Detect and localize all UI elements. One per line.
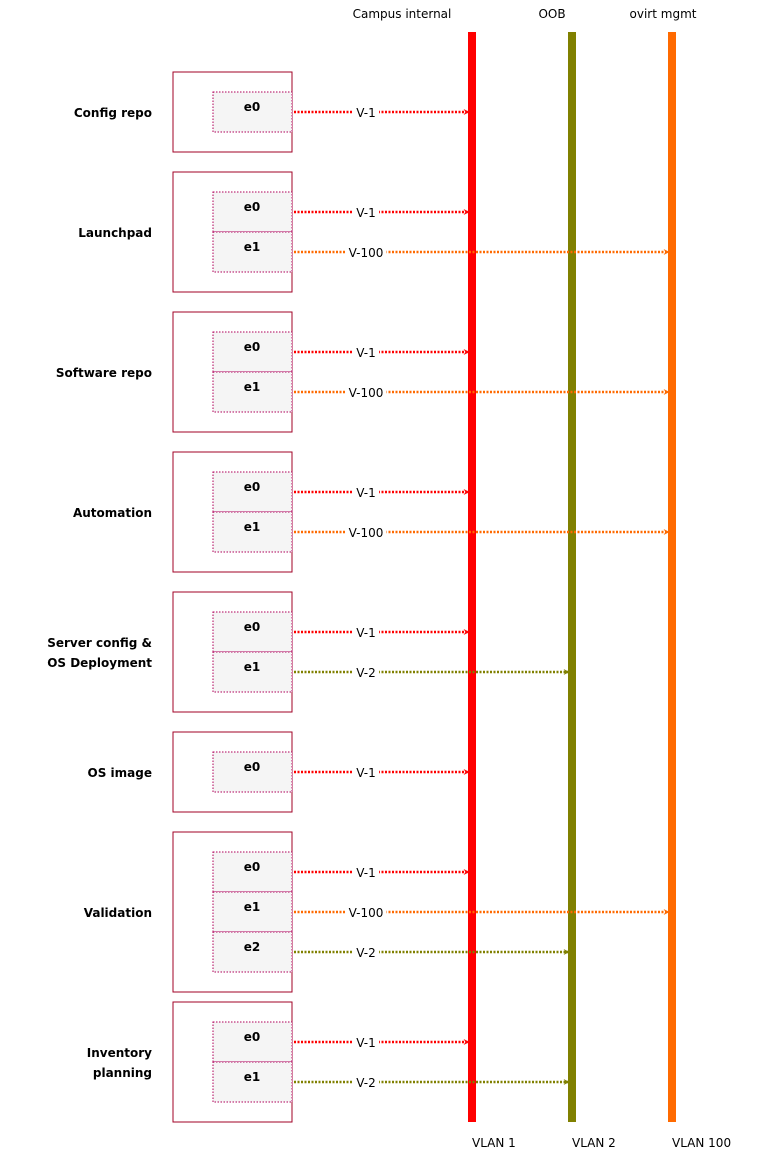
link-label: V-1: [356, 106, 375, 120]
node: Software repo e0 V-1 e1 V-100: [56, 312, 669, 432]
node-label: OS Deployment: [47, 656, 152, 670]
vlan-top-label: ovirt mgmt: [630, 7, 697, 21]
link-label: V-1: [356, 346, 375, 360]
vlan-top-label: Campus internal: [353, 7, 452, 21]
node: Launchpad e0 V-1 e1 V-100: [78, 172, 669, 292]
node: Server config & OS Deployment e0 V-1 e1 V-2: [47, 592, 569, 712]
interface-label: e0: [244, 480, 261, 494]
link-label: V-1: [356, 486, 375, 500]
node-label: Inventory: [87, 1046, 152, 1060]
interface-label: e2: [244, 940, 261, 954]
interface-label: e1: [244, 240, 261, 254]
interface-label: e0: [244, 340, 261, 354]
node-label: Config repo: [74, 106, 152, 120]
node-label: planning: [93, 1066, 152, 1080]
interface-label: e1: [244, 1070, 261, 1084]
node: Inventory planning e0 V-1 e1 V-2: [87, 1002, 569, 1122]
link-label: V-1: [356, 766, 375, 780]
vlan-top-label: OOB: [538, 7, 565, 21]
interface-label: e0: [244, 860, 261, 874]
link-label: V-1: [356, 626, 375, 640]
link-label: V-100: [349, 526, 384, 540]
link-label: V-1: [356, 1036, 375, 1050]
link-label: V-2: [356, 1076, 375, 1090]
vlan-bottom-label: VLAN 2: [572, 1136, 616, 1150]
link-label: V-100: [349, 906, 384, 920]
interface-label: e0: [244, 100, 261, 114]
interface-label: e1: [244, 520, 261, 534]
node-label: OS image: [88, 766, 152, 780]
node-label: Software repo: [56, 366, 152, 380]
link-label: V-2: [356, 666, 375, 680]
interface-label: e1: [244, 660, 261, 674]
node-label: Validation: [84, 906, 152, 920]
link-label: V-2: [356, 946, 375, 960]
node: Config repo e0 V-1: [74, 72, 469, 152]
link-label: V-1: [356, 206, 375, 220]
node: Validation e0 V-1 e1 V-100 e2 V-2: [84, 832, 669, 992]
interface-label: e0: [244, 760, 261, 774]
node: OS image e0 V-1: [88, 732, 469, 812]
interface-label: e0: [244, 200, 261, 214]
link-label: V-1: [356, 866, 375, 880]
node-label: Launchpad: [78, 226, 152, 240]
node-label: Automation: [73, 506, 152, 520]
interface-label: e1: [244, 900, 261, 914]
node: Automation e0 V-1 e1 V-100: [73, 452, 669, 572]
link-label: V-100: [349, 246, 384, 260]
link-label: V-100: [349, 386, 384, 400]
vlan-bottom-label: VLAN 100: [672, 1136, 731, 1150]
node-label: Server config &: [47, 636, 152, 650]
interface-label: e0: [244, 1030, 261, 1044]
vlan-bottom-label: VLAN 1: [472, 1136, 516, 1150]
interface-label: e1: [244, 380, 261, 394]
interface-label: e0: [244, 620, 261, 634]
